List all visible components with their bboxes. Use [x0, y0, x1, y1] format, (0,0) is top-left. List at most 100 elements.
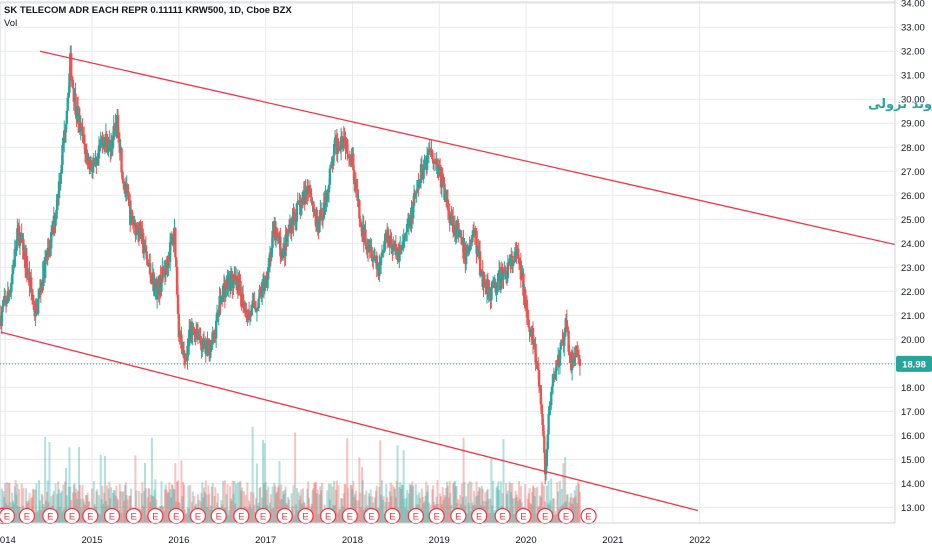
- candle-body: [209, 340, 213, 353]
- candle-body: [89, 159, 93, 169]
- volume-bar: [13, 486, 16, 523]
- earnings-marker-label: E: [260, 512, 266, 523]
- volume-bar: [553, 514, 556, 523]
- volume-bar: [556, 481, 559, 523]
- candle-body: [293, 213, 297, 223]
- price-tick-label: 17.00: [901, 407, 925, 418]
- volume-bar: [427, 502, 430, 523]
- volume-bar: [244, 495, 247, 523]
- volume-bar: [312, 487, 315, 523]
- volume-bar: [73, 483, 76, 523]
- candle-body: [241, 294, 245, 308]
- volume-bar: [411, 481, 414, 523]
- volume-bar: [189, 485, 192, 523]
- volume-bar: [414, 483, 417, 523]
- volume-bar: [505, 494, 508, 523]
- candle-body: [530, 329, 533, 336]
- candle-body: [258, 289, 261, 299]
- volume-bar: [267, 486, 270, 523]
- volume-bar: [540, 481, 543, 523]
- candle-body: [537, 362, 540, 371]
- volume-bar: [146, 497, 149, 523]
- candle-body: [4, 299, 8, 304]
- candle-body: [422, 164, 425, 179]
- candle-body: [116, 114, 120, 134]
- candle-body: [313, 208, 316, 215]
- volume-bar: [487, 498, 490, 523]
- candle-body: [550, 386, 554, 393]
- volume-bar: [442, 499, 445, 523]
- volume-bar: [498, 489, 501, 523]
- volume-bar: [421, 497, 424, 523]
- time-axis[interactable]: 2014 2015 2016 2017 2018 2019 2020 2021 2022: [0, 522, 895, 546]
- volume-bar: [137, 491, 140, 523]
- volume-bar: [223, 480, 226, 523]
- volume-bar: [188, 508, 191, 523]
- volume-bar: [239, 480, 242, 523]
- volume-bar: [346, 438, 349, 523]
- volume-bar: [339, 509, 342, 523]
- volume-bar: [360, 467, 363, 523]
- volume-bar: [295, 504, 298, 523]
- candle-body: [128, 199, 131, 205]
- candle-body: [563, 327, 567, 337]
- volume-bar: [511, 483, 514, 523]
- candle-body: [140, 228, 143, 239]
- earnings-marker-label: E: [4, 512, 10, 523]
- candle-body: [208, 339, 211, 356]
- volume-bar: [455, 486, 458, 523]
- candle-body: [478, 251, 482, 276]
- candle-body: [527, 319, 530, 328]
- candle-body: [286, 236, 289, 242]
- volume-bar: [347, 487, 350, 523]
- volume-bar: [281, 491, 284, 523]
- candle-body: [32, 300, 36, 311]
- candle-body: [145, 251, 148, 260]
- candle-body: [15, 240, 18, 252]
- candle-body: [543, 452, 547, 475]
- candle-body: [56, 194, 59, 211]
- candle-body: [407, 219, 411, 227]
- volume-label[interactable]: Vol: [4, 18, 18, 29]
- volume-bar: [318, 494, 321, 523]
- price-tick-label: 27.00: [901, 167, 925, 178]
- candle-body: [255, 309, 259, 312]
- volume-bar: [350, 485, 353, 523]
- candle-body: [512, 262, 516, 264]
- volume-bar: [112, 489, 115, 523]
- candle-body: [466, 245, 470, 253]
- volume-bar: [344, 484, 347, 523]
- candle-body: [31, 297, 35, 301]
- volume-bar: [65, 495, 68, 523]
- candle-body: [341, 146, 345, 148]
- volume-bar: [17, 506, 20, 523]
- symbol-title[interactable]: SK TELECOM ADR EACH REPR 0.11111 KRW500,…: [4, 5, 292, 16]
- price-axis[interactable]: 13.0014.0015.0016.0017.0018.0019.0020.00…: [894, 0, 932, 550]
- price-tick-label: 13.00: [901, 503, 925, 514]
- candle-body: [383, 240, 386, 252]
- volume-bar: [317, 513, 320, 523]
- volume-bar: [119, 491, 122, 523]
- candle-body: [250, 304, 253, 316]
- candle-body: [112, 125, 115, 140]
- candle-body: [142, 233, 145, 254]
- volume-bar: [363, 494, 366, 523]
- candle-body: [121, 172, 124, 180]
- volume-bar: [7, 483, 10, 523]
- volume-bar: [140, 492, 143, 523]
- candle-body: [300, 204, 303, 215]
- candle-body: [184, 358, 187, 360]
- volume-bar: [357, 500, 360, 523]
- volume-bar: [436, 480, 439, 523]
- candle-body: [577, 357, 581, 359]
- candle-body: [11, 267, 15, 275]
- volume-bar: [172, 489, 175, 523]
- candle-body: [563, 336, 566, 346]
- candle-body: [149, 274, 153, 284]
- volume-bar: [36, 512, 39, 523]
- price-tick-label: 18.00: [901, 383, 925, 394]
- candle-body: [336, 141, 339, 154]
- volume-bar: [232, 493, 235, 523]
- volume-bar: [262, 439, 265, 523]
